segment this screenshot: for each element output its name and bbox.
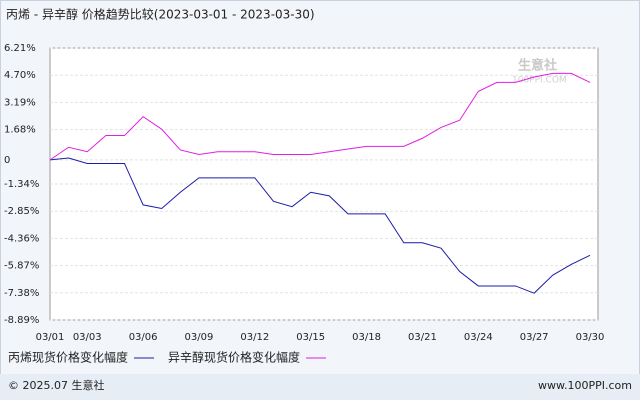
y-tick-label: -7.38% [4, 288, 39, 299]
footer-left: © 2025.07 生意社 [8, 378, 104, 392]
legend-label: 异辛醇现货价格变化幅度 [168, 350, 300, 365]
x-tick-label: 03/12 [240, 332, 269, 343]
footer-right: www.100PPI.com [538, 379, 632, 392]
x-tick-label: 03/24 [464, 332, 493, 343]
x-tick-label: 03/06 [129, 332, 158, 343]
y-tick-label: -5.87% [4, 261, 39, 272]
y-tick-label: -8.89% [4, 315, 39, 326]
x-tick-label: 03/27 [520, 332, 549, 343]
series-line [49, 72, 591, 161]
y-tick-label: 1.68% [4, 125, 36, 136]
y-tick-label: 4.70% [4, 70, 36, 81]
y-tick-label: -4.36% [4, 233, 39, 244]
watermark: 100PPI.COM [512, 76, 567, 86]
legend-label: 丙烯现货价格变化幅度 [8, 350, 128, 365]
x-tick-label: 03/21 [408, 332, 437, 343]
x-tick-label: 03/30 [576, 332, 605, 343]
chart-title: 丙烯 - 异辛醇 价格趋势比较(2023-03-01 - 2023-03-30) [6, 7, 315, 22]
y-tick-label: -2.85% [4, 206, 39, 217]
x-tick-label: 03/03 [73, 332, 102, 343]
series-line [49, 157, 591, 294]
watermark: 生意社 [518, 58, 557, 74]
y-tick-label: 3.19% [4, 97, 36, 108]
x-tick-label: 03/15 [296, 332, 325, 343]
y-tick-label: 6.21% [4, 43, 36, 54]
footer-bar [0, 374, 640, 400]
x-tick-label: 03/01 [36, 332, 65, 343]
x-tick-label: 03/18 [352, 332, 381, 343]
y-tick-label: 0 [4, 155, 10, 166]
y-tick-label: -1.34% [4, 179, 39, 190]
x-tick-label: 03/09 [185, 332, 214, 343]
